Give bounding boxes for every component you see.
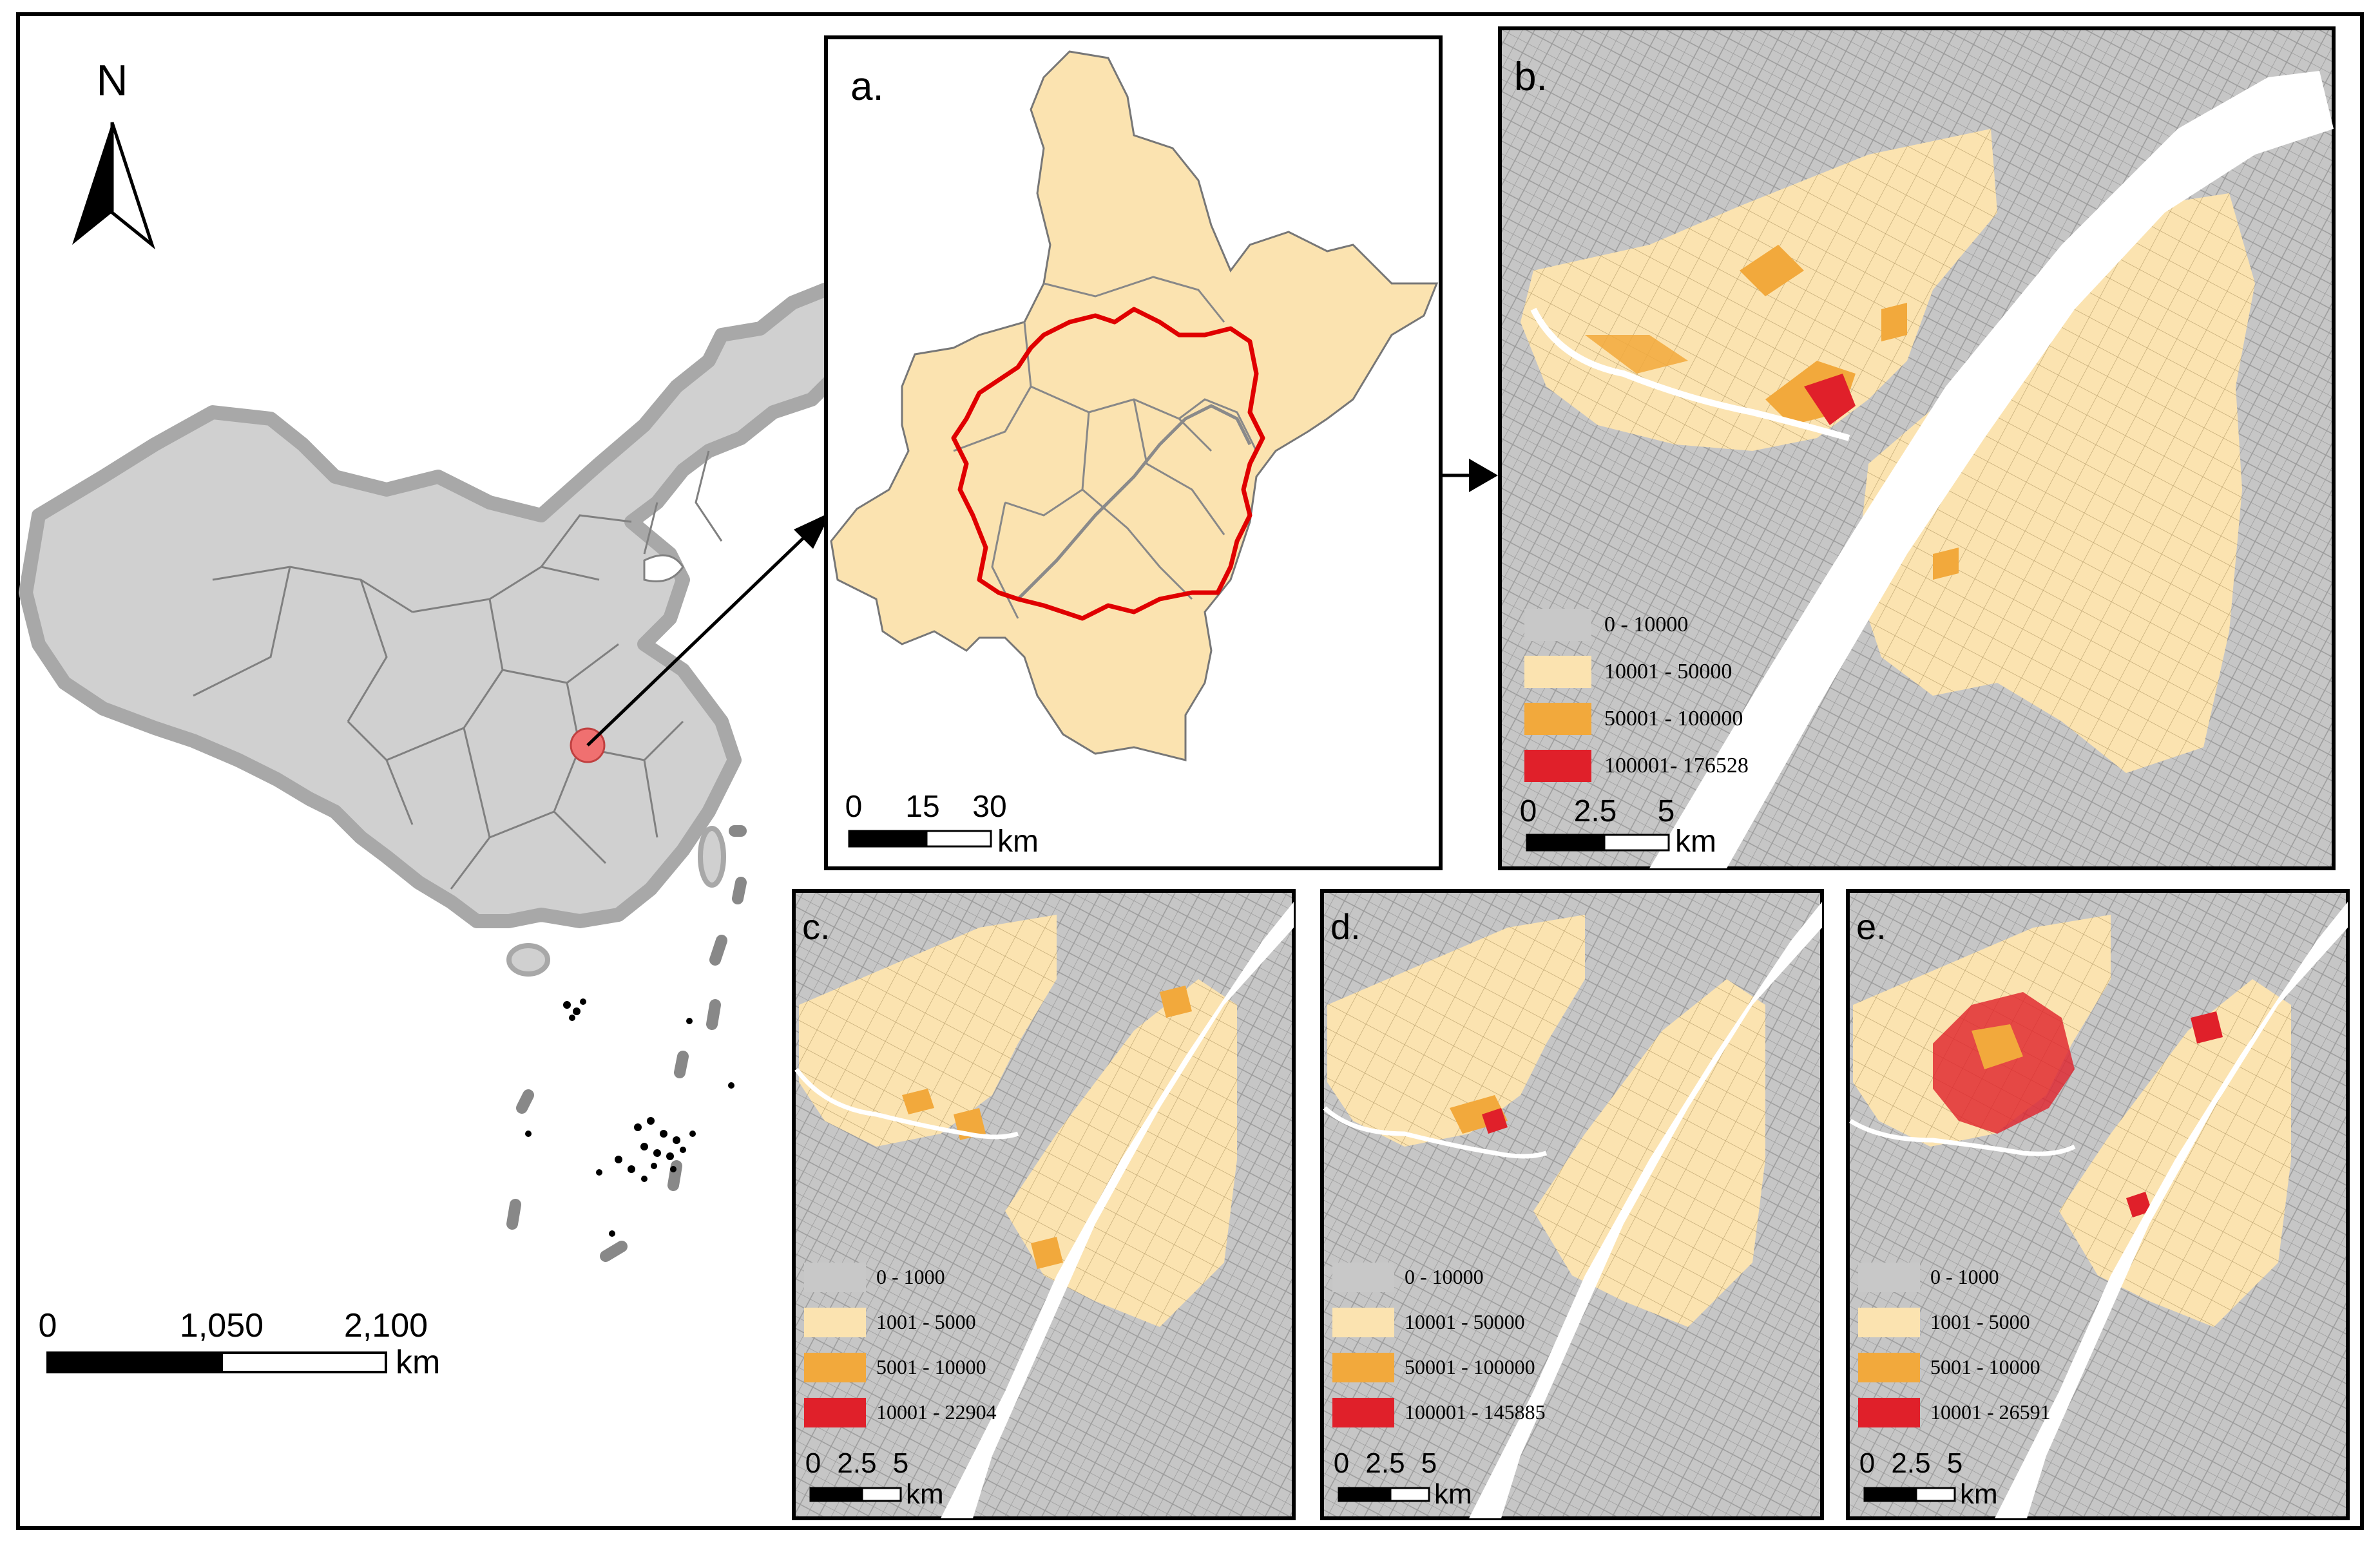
yangtze-river-e [1995,902,2348,1518]
panel-d-scale-2-5: 2.5 [1365,1447,1405,1479]
han-river-b [1530,307,1850,441]
panel-e-legend-1: 0 - 1000 [1930,1265,1999,1288]
panel-b-tracts [1521,129,2255,773]
panel-a-label: a. [850,64,884,109]
panel-b-legend-1: 0 - 10000 [1604,613,1688,636]
panel-d-scale-0: 0 [1334,1447,1349,1479]
panel-e-label: e. [1856,906,1886,947]
panel-b-legend-3: 50001 - 100000 [1604,707,1743,730]
overview-scale-unit: km [396,1344,440,1381]
han-river-c [794,1067,1019,1140]
panel-c-legend-2: 1001 - 5000 [876,1310,976,1333]
panel-c-scale-bar: 0 2.5 5 km [805,1447,944,1510]
panel-e-legend-3: 5001 - 10000 [1930,1355,2040,1379]
panel-a-scale-30: 30 [972,790,1006,824]
yangtze-river-d [1469,902,1822,1518]
panel-c-legend-1: 0 - 1000 [876,1265,945,1288]
panel-e-scale-5: 5 [1947,1447,1963,1479]
yangtze-river-b [1649,71,2334,868]
panel-b-scale-5: 5 [1658,794,1675,828]
panel-d-scale-unit: km [1434,1478,1472,1510]
panel-e-legend-2: 1001 - 5000 [1930,1310,2030,1333]
panel-e-legend-4: 10001 - 26591 [1930,1400,2051,1424]
south-china-sea-islands [525,998,734,1237]
panel-d-legend-1: 0 - 10000 [1405,1265,1484,1288]
yangtze-river-c [941,902,1294,1518]
panel-a-scale-bar: 0 15 30 km [845,790,1039,859]
panel-c-scale-unit: km [906,1478,944,1510]
overview-scale-0: 0 [39,1307,57,1344]
panel-c-scale-2-5: 2.5 [837,1447,876,1479]
north-arrow-icon: N [72,56,155,250]
panel-c-scale-0: 0 [805,1447,821,1479]
china-outline [19,283,870,928]
panel-b-legend-2: 10001 - 50000 [1604,660,1732,683]
panel-e-scale-2-5: 2.5 [1891,1447,1930,1479]
figure-frame [16,12,2364,1530]
bohai-sea [643,554,684,582]
panel-d-legend: 0 - 10000 10001 - 50000 50001 - 100000 1… [1332,1263,1546,1427]
panel-b-scale-bar: 0 2.5 5 km [1520,794,1716,859]
panel-c: c. 0 - 1000 1001 - 5000 5001 - 10000 100… [792,889,1296,1520]
panel-d-scale-5: 5 [1421,1447,1437,1479]
china-overview-map [19,283,870,1262]
panel-d-legend-4: 100001 - 145885 [1405,1400,1546,1424]
panel-b-label: b. [1514,55,1548,99]
panel-d: d. 0 - 10000 10001 - 50000 50001 - 10000… [1320,889,1824,1520]
han-river-d [1323,1106,1548,1159]
panel-a-scale-15: 15 [905,790,939,824]
panel-d-legend-3: 50001 - 100000 [1405,1355,1535,1379]
panel-e-tracts [1853,915,2291,1327]
panel-b-legend-4: 100001- 176528 [1604,754,1749,778]
overview-scale-end: 2,100 [344,1307,428,1344]
panel-b-scale-2-5: 2.5 [1574,794,1617,828]
overview-scale-mid: 1,050 [180,1307,264,1344]
yangtze-river [1017,404,1252,600]
panel-d-label: d. [1330,906,1361,947]
panel-b-scale-0: 0 [1520,794,1537,828]
panel-b: b. 0 - 10000 10001 - 50000 50001 - 10000… [1498,26,2336,870]
panel-c-legend-3: 5001 - 10000 [876,1355,986,1379]
panel-e-legend: 0 - 1000 1001 - 5000 5001 - 10000 10001 … [1858,1263,2051,1427]
taiwan-island [698,826,726,888]
panel-d-legend-2: 10001 - 50000 [1405,1310,1525,1333]
south-china-sea-dashes [506,825,747,1262]
panel-d-scale-bar: 0 2.5 5 km [1334,1447,1472,1510]
panel-c-legend: 0 - 1000 1001 - 5000 5001 - 10000 10001 … [804,1263,997,1427]
urban-core-boundary [951,307,1265,621]
overview-scale-bar: 0 1,050 2,100 km [39,1307,441,1381]
district-boundaries [953,276,1258,619]
panel-a: a. 0 15 30 km [824,35,1443,870]
panel-c-tracts [799,915,1237,1327]
panel-b-legend: 0 - 10000 10001 - 50000 50001 - 100000 1… [1524,609,1749,782]
panel-b-scale-unit: km [1675,825,1716,859]
panel-e-scale-unit: km [1960,1478,1998,1510]
panel-c-label: c. [802,906,830,947]
panel-c-legend-4: 10001 - 22904 [876,1400,997,1424]
panel-e-scale-bar: 0 2.5 5 km [1859,1447,1998,1510]
panel-c-scale-5: 5 [893,1447,908,1479]
north-label: N [96,56,128,105]
panel-e: e. 0 - 1000 1001 - 5000 5001 - 10000 100… [1846,889,2350,1520]
panel-a-scale-unit: km [997,825,1039,859]
panel-a-scale-0: 0 [845,790,863,824]
panel-e-scale-0: 0 [1859,1447,1875,1479]
han-river-e [1849,1119,2076,1156]
province-lines [193,450,723,890]
hainan-island [506,943,550,977]
panel-d-tracts [1327,915,1765,1327]
